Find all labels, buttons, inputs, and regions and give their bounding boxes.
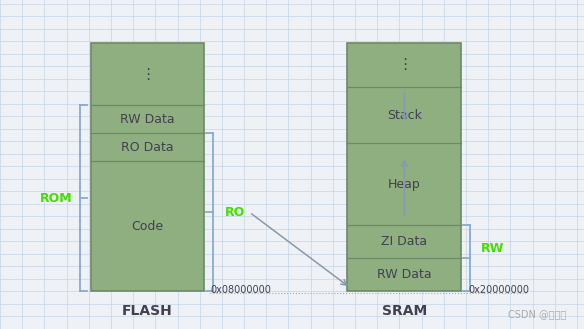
Text: Heap: Heap: [388, 178, 421, 191]
Text: 0x20000000: 0x20000000: [469, 285, 530, 294]
Text: ⋮: ⋮: [140, 66, 155, 82]
Bar: [91, 43, 204, 291]
Bar: [347, 43, 461, 291]
Text: SRAM: SRAM: [382, 304, 427, 318]
Text: ROM: ROM: [40, 192, 73, 205]
Text: RO Data: RO Data: [121, 141, 174, 154]
Text: RW Data: RW Data: [377, 268, 432, 281]
Text: RW: RW: [481, 242, 504, 255]
Text: Stack: Stack: [387, 109, 422, 122]
Text: 0x08000000: 0x08000000: [210, 285, 271, 294]
Text: ⋮: ⋮: [397, 58, 412, 72]
Text: RW Data: RW Data: [120, 113, 175, 126]
Text: FLASH: FLASH: [122, 304, 173, 318]
Text: Code: Code: [131, 220, 164, 233]
Text: CSDN @顶点元: CSDN @顶点元: [508, 309, 566, 319]
Text: ZI Data: ZI Data: [381, 235, 427, 248]
Text: RO: RO: [225, 206, 245, 219]
